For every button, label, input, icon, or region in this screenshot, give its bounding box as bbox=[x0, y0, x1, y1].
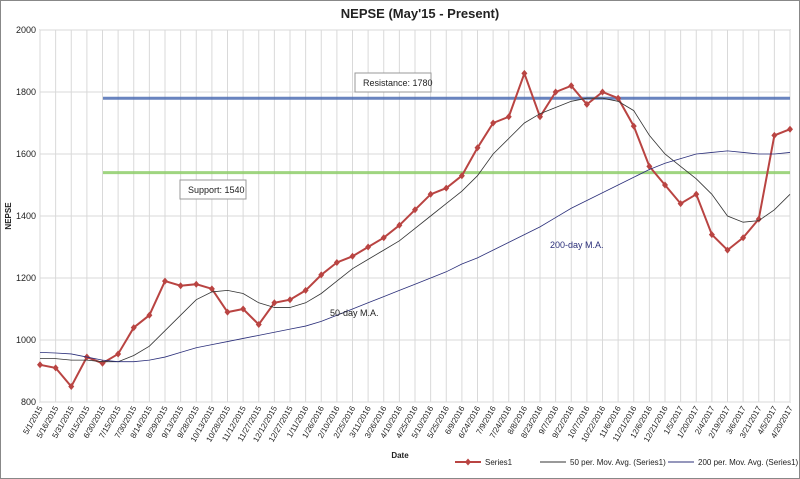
y-tick-label: 1000 bbox=[16, 335, 36, 345]
data-point bbox=[552, 88, 559, 96]
data-point bbox=[646, 162, 653, 170]
x-axis-label: Date bbox=[391, 451, 409, 460]
data-point bbox=[474, 144, 481, 152]
data-point bbox=[318, 271, 325, 279]
legend-label: Series1 bbox=[485, 458, 513, 467]
data-point bbox=[443, 184, 450, 192]
annotation: Support: 1540 bbox=[188, 185, 245, 195]
data-point bbox=[427, 190, 434, 198]
y-tick-label: 1400 bbox=[16, 211, 36, 221]
data-point bbox=[615, 94, 622, 102]
y-tick-label: 1800 bbox=[16, 87, 36, 97]
legend-label: 50 per. Mov. Avg. (Series1) bbox=[570, 458, 666, 467]
chart-title: NEPSE (May'15 - Present) bbox=[341, 6, 499, 21]
annotation: 200-day M.A. bbox=[550, 240, 604, 250]
y-tick-label: 2000 bbox=[16, 25, 36, 35]
annotation: Resistance: 1780 bbox=[363, 78, 433, 88]
legend-label: 200 per. Mov. Avg. (Series1) bbox=[698, 458, 799, 467]
legend-marker bbox=[465, 458, 471, 466]
data-point bbox=[458, 172, 465, 180]
data-point bbox=[693, 190, 700, 198]
data-point bbox=[193, 280, 200, 288]
data-point bbox=[287, 296, 293, 304]
data-point bbox=[365, 243, 372, 251]
annotation-box bbox=[354, 72, 432, 93]
data-point bbox=[240, 305, 247, 313]
annotation-box bbox=[179, 179, 247, 200]
data-point bbox=[349, 252, 356, 260]
data-point bbox=[271, 299, 278, 307]
data-point bbox=[68, 383, 75, 390]
data-point bbox=[662, 181, 668, 189]
data-point bbox=[724, 246, 731, 254]
data-point bbox=[490, 119, 497, 127]
data-point bbox=[583, 100, 590, 108]
data-point bbox=[599, 88, 606, 96]
data-point bbox=[505, 113, 512, 121]
data-point bbox=[568, 82, 575, 90]
y-tick-label: 1600 bbox=[16, 149, 36, 159]
data-point bbox=[52, 364, 59, 372]
series-line bbox=[40, 97, 791, 363]
data-point bbox=[630, 122, 637, 130]
annotation: 50-day M.A. bbox=[330, 308, 379, 318]
data-point bbox=[396, 221, 403, 229]
data-point bbox=[708, 231, 715, 239]
data-point bbox=[521, 69, 528, 77]
data-point bbox=[37, 361, 43, 369]
data-point bbox=[208, 285, 215, 293]
data-point bbox=[771, 131, 778, 139]
y-tick-label: 800 bbox=[21, 397, 36, 407]
data-point bbox=[130, 324, 137, 332]
data-point bbox=[333, 259, 340, 266]
data-point bbox=[255, 321, 262, 328]
data-point bbox=[412, 206, 418, 214]
data-point bbox=[115, 350, 122, 358]
data-point bbox=[787, 125, 793, 133]
data-point bbox=[302, 286, 309, 294]
data-point bbox=[146, 311, 153, 319]
data-point bbox=[677, 200, 684, 208]
y-tick-label: 1200 bbox=[16, 273, 36, 283]
data-point bbox=[740, 234, 747, 242]
data-point bbox=[177, 282, 184, 290]
y-axis-label: NEPSE bbox=[4, 202, 13, 230]
data-point bbox=[162, 277, 168, 285]
data-point bbox=[224, 308, 231, 316]
series-line bbox=[39, 150, 791, 363]
data-point bbox=[380, 234, 387, 242]
